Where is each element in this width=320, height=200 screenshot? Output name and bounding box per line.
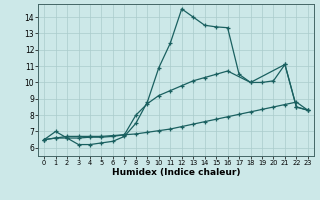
X-axis label: Humidex (Indice chaleur): Humidex (Indice chaleur) [112,168,240,177]
